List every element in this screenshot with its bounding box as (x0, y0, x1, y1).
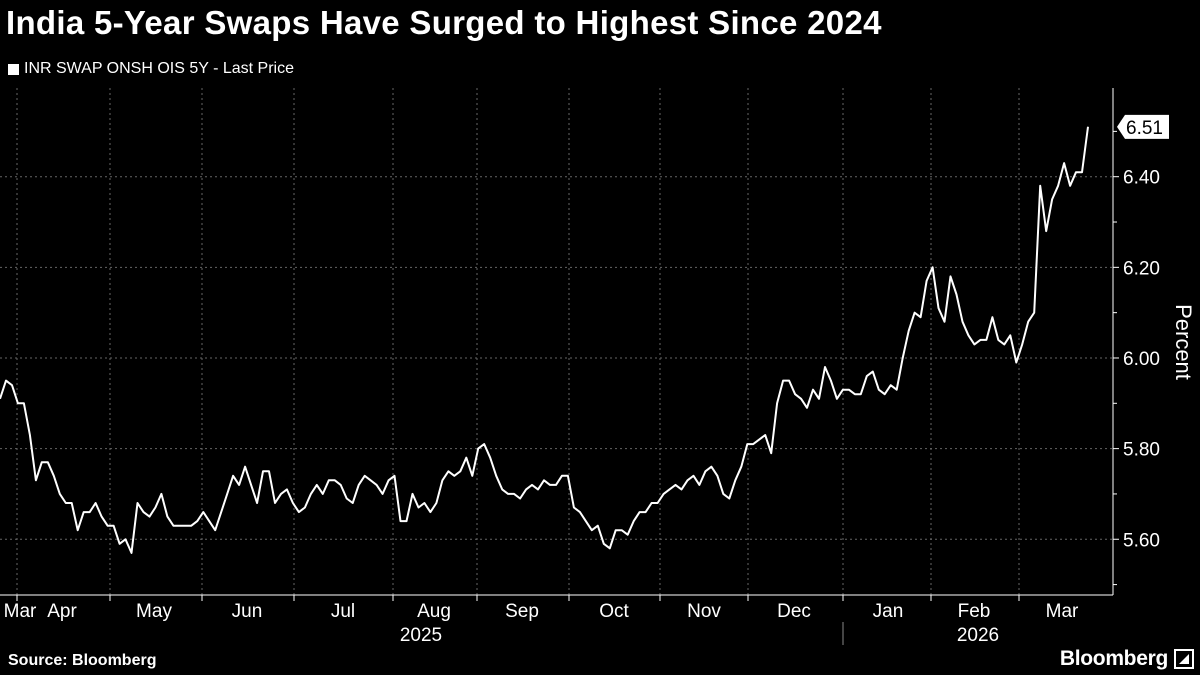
x-tick-label: Dec (777, 601, 811, 622)
x-tick-label: May (136, 601, 172, 622)
y-tick-label: 5.60 (1123, 530, 1160, 551)
bloomberg-icon (1174, 649, 1194, 669)
y-tick-label: 6.00 (1123, 349, 1160, 370)
x-tick-label: Oct (599, 601, 629, 622)
y-tick-label: 6.40 (1123, 168, 1160, 189)
year-label: 2025 (400, 625, 442, 646)
legend: INR SWAP ONSH OIS 5Y - Last Price (8, 60, 294, 78)
source-note: Source: Bloomberg (8, 652, 157, 669)
legend-swatch (8, 63, 19, 75)
x-tick-label: Nov (687, 601, 721, 622)
last-value-tag (1117, 114, 1169, 139)
y-axis-label: Percent (1171, 304, 1196, 380)
year-label: 2026 (957, 625, 999, 646)
series-line (0, 126, 1089, 554)
bloomberg-logo: Bloomberg (1060, 647, 1194, 671)
y-tick-label: 6.20 (1123, 258, 1160, 279)
legend-label: INR SWAP ONSH OIS 5Y - Last Price (24, 60, 294, 77)
x-tick-label: Sep (505, 601, 539, 622)
last-value-label: 6.51 (1126, 118, 1163, 139)
logo-text: Bloomberg (1059, 647, 1168, 670)
x-tick-label: Jan (873, 601, 904, 622)
x-tick-label: Mar (4, 601, 37, 622)
x-tick-label: Aug (417, 601, 451, 622)
x-tick-label: Jul (331, 601, 355, 622)
chart-title: India 5-Year Swaps Have Surged to Highes… (6, 4, 882, 41)
x-tick-label: Feb (958, 601, 991, 622)
x-tick-label: Apr (47, 601, 77, 622)
x-tick-label: Mar (1046, 601, 1079, 622)
y-tick-label: 5.80 (1123, 440, 1160, 461)
x-tick-label: Jun (232, 601, 263, 622)
